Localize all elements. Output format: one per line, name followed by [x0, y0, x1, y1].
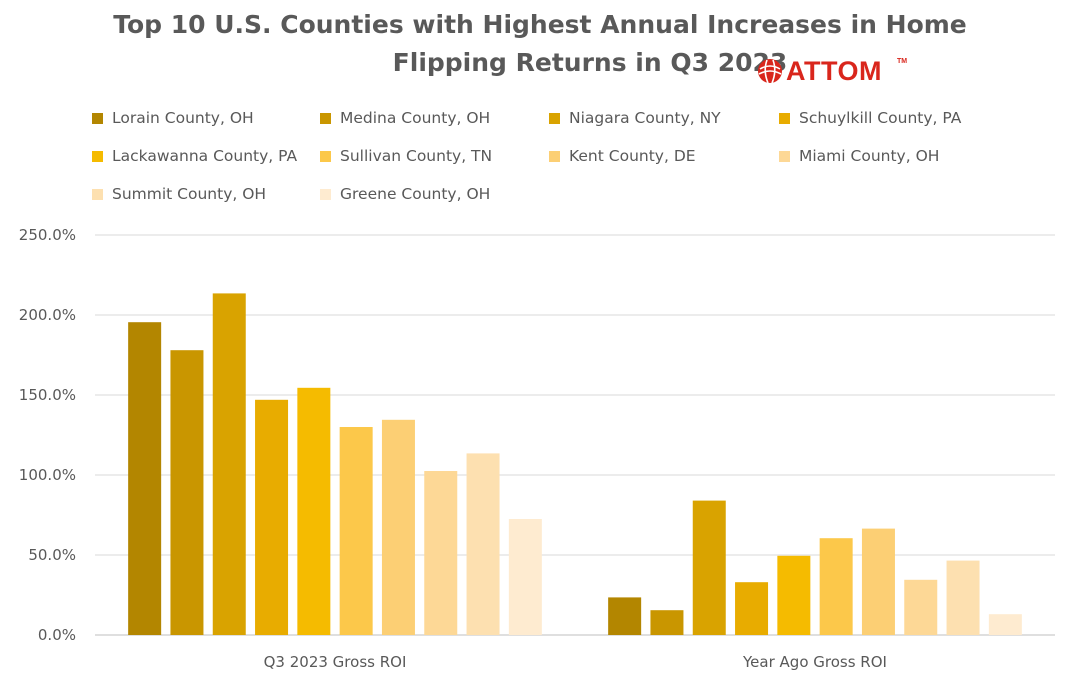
legend-item: Lackawanna County, PA [92, 142, 297, 170]
bar [508, 519, 542, 635]
bar [381, 419, 415, 635]
bar [212, 293, 246, 635]
bar [339, 427, 373, 635]
legend-item: Kent County, DE [549, 142, 696, 170]
bar [297, 387, 331, 635]
y-tick-label: 250.0% [19, 226, 76, 244]
bar [904, 579, 938, 635]
bar [466, 453, 500, 635]
bar [988, 614, 1022, 635]
legend-item: Greene County, OH [320, 180, 490, 208]
x-category-label: Q3 2023 Gross ROI [264, 653, 407, 671]
chart-title: Top 10 U.S. Counties with Highest Annual… [0, 6, 1080, 82]
legend-swatch [92, 112, 103, 124]
bar [424, 471, 458, 635]
bar [692, 500, 726, 635]
bar [819, 538, 853, 635]
legend-item: Medina County, OH [320, 104, 490, 132]
bar [861, 528, 895, 635]
attom-logo: ATTOM TM [756, 55, 908, 87]
chart-title-line-1: Top 10 U.S. Counties with Highest Annual… [113, 10, 967, 39]
legend-label: Lorain County, OH [112, 109, 254, 127]
x-category-label: Year Ago Gross ROI [742, 653, 887, 671]
legend-swatch [549, 150, 560, 162]
legend-swatch [320, 188, 331, 200]
y-tick-label: 0.0% [38, 626, 76, 644]
bar [128, 322, 162, 635]
bar [777, 555, 811, 635]
legend-swatch [320, 112, 331, 124]
legend-label: Miami County, OH [799, 147, 940, 165]
legend-swatch [779, 112, 790, 124]
y-tick-label: 50.0% [28, 546, 76, 564]
legend-swatch [92, 150, 103, 162]
legend-item: Miami County, OH [779, 142, 939, 170]
bar [735, 582, 769, 635]
legend-swatch [92, 188, 103, 200]
y-tick-label: 100.0% [19, 466, 76, 484]
legend-label: Summit County, OH [112, 185, 267, 203]
legend-label: Kent County, DE [569, 147, 696, 165]
legend-label: Schuylkill County, PA [799, 109, 962, 127]
attom-globe-icon [758, 59, 782, 84]
legend-item: Niagara County, NY [549, 104, 721, 132]
attom-logo-trademark: TM [897, 58, 908, 65]
legend-label: Medina County, OH [340, 109, 491, 127]
chart-title-line-2: Flipping Returns in Q3 2023 [392, 48, 788, 77]
bar [650, 610, 684, 635]
legend-item: Summit County, OH [92, 180, 266, 208]
bar [255, 399, 289, 635]
y-tick-label: 200.0% [19, 306, 76, 324]
legend-item: Schuylkill County, PA [779, 104, 961, 132]
bar [946, 560, 980, 635]
legend-swatch [779, 150, 790, 162]
legend-label: Lackawanna County, PA [112, 147, 298, 165]
legend-label: Greene County, OH [340, 185, 491, 203]
legend-swatch [549, 112, 560, 124]
bar [170, 350, 204, 635]
legend-label: Sullivan County, TN [340, 147, 493, 165]
attom-logo-text: ATTOM [786, 56, 882, 86]
legend-item: Lorain County, OH [92, 104, 254, 132]
y-tick-label: 150.0% [19, 386, 76, 404]
legend-item: Sullivan County, TN [320, 142, 492, 170]
legend-swatch [320, 150, 331, 162]
bar [608, 597, 642, 635]
legend-label: Niagara County, NY [569, 109, 721, 127]
